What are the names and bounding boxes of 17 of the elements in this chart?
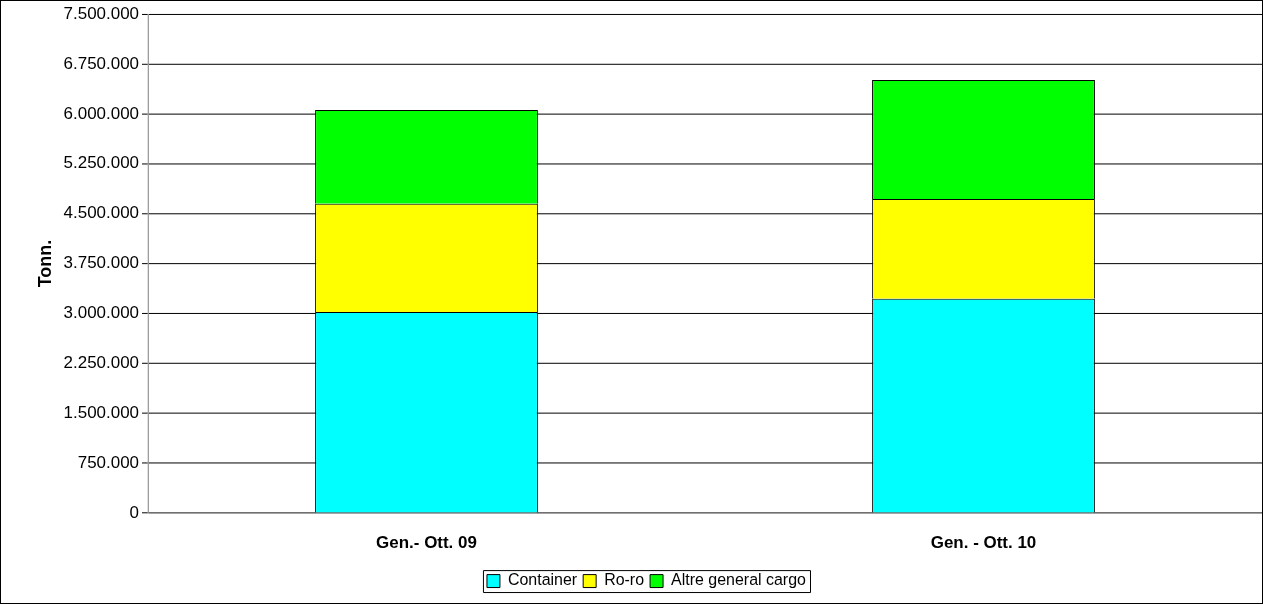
y-tick-label: 6.750.000 [63, 53, 140, 73]
y-tick-label: 7.500.000 [63, 3, 140, 23]
y-tick-label: 6.000.000 [63, 103, 140, 123]
y-axis-title: Tonn. [34, 239, 55, 288]
y-tick-label: 4.500.000 [63, 203, 140, 223]
legend-label: Container [507, 571, 578, 589]
y-tick-label: 0 [129, 502, 140, 522]
y-tick-label: 3.000.000 [63, 303, 140, 323]
y-tick-label: 3.750.000 [63, 253, 140, 273]
y-tick-label: 1.500.000 [63, 402, 140, 422]
legend-label: Ro-ro [604, 571, 645, 589]
legend-label: Altre general cargo [671, 571, 807, 589]
y-tick-label: 750.000 [77, 452, 140, 472]
y-tick-label: 5.250.000 [63, 153, 140, 173]
x-tick-label: Gen. - Ott. 10 [930, 532, 1037, 552]
y-tick-label: 2.250.000 [63, 352, 140, 372]
x-tick-label: Gen.- Ott. 09 [376, 532, 477, 552]
